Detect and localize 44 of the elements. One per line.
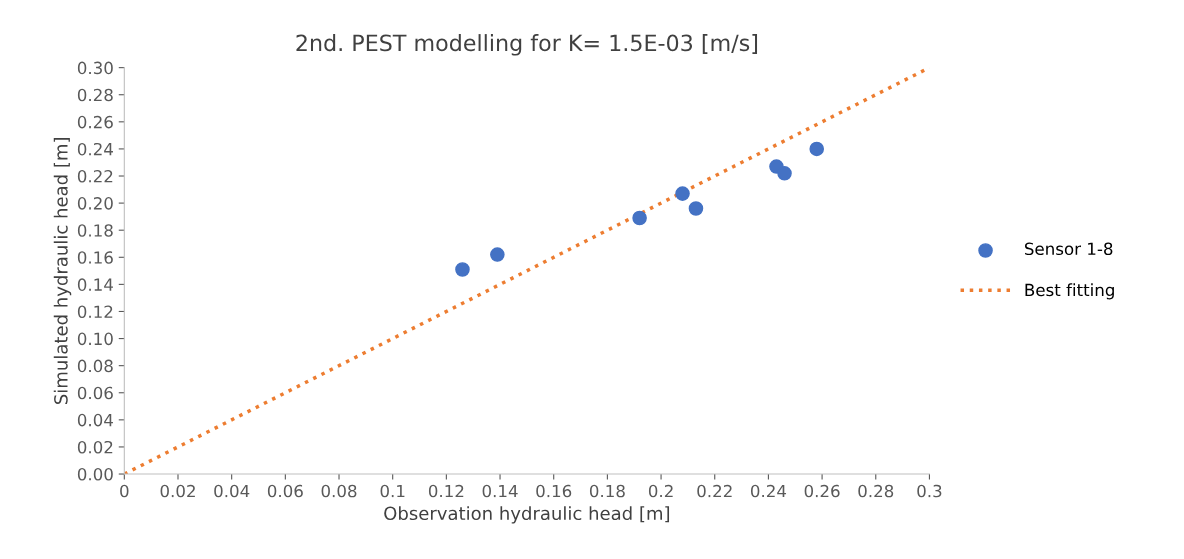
x-tick-label: 0.02 bbox=[160, 484, 195, 498]
y-tick-label: 0.04 bbox=[77, 413, 113, 427]
y-tick-label: 0.16 bbox=[77, 251, 113, 264]
y-tick-label: 0.24 bbox=[77, 142, 113, 156]
x-tick-label: 0.24 bbox=[750, 484, 787, 498]
point bbox=[490, 247, 505, 262]
x-tick-label: 0 bbox=[120, 484, 129, 498]
x-tick-label: 0.18 bbox=[589, 484, 625, 498]
chart-title: 2nd. PEST modelling for K= 1.5E-03 [m/s] bbox=[296, 34, 758, 56]
point bbox=[632, 210, 647, 226]
y-tick-label: 0.28 bbox=[77, 88, 113, 102]
y-tick-label: 0.08 bbox=[77, 359, 113, 373]
point bbox=[455, 262, 470, 277]
x-tick-label: 0.26 bbox=[804, 484, 840, 498]
x-tick-label: 0.06 bbox=[267, 484, 303, 498]
y-tick-label: 0.26 bbox=[77, 115, 113, 129]
y-tick-label: 0.06 bbox=[77, 386, 113, 400]
y-tick-label: 0.30 bbox=[77, 61, 113, 75]
x-tick-label: 0.28 bbox=[858, 484, 894, 498]
legend-label: Best fitting bbox=[1025, 283, 1114, 300]
y-tick-label: 0.14 bbox=[77, 278, 113, 291]
y-tick-label: 0.20 bbox=[77, 197, 113, 210]
y-axis-title: Simulated hydraulic head [m] bbox=[53, 138, 72, 404]
y-tick-label: 0.10 bbox=[77, 332, 113, 346]
x-tick-label: 0.2 bbox=[648, 484, 673, 498]
y-tick-label: 0.02 bbox=[77, 440, 113, 454]
point bbox=[809, 141, 825, 157]
x-tick-label: 0.3 bbox=[917, 484, 942, 498]
y-tick-label: 0.18 bbox=[77, 224, 113, 237]
x-tick-label: 0.22 bbox=[697, 484, 732, 498]
y-tick-label: 0.12 bbox=[77, 305, 113, 319]
x-tick-label: 0.04 bbox=[214, 484, 250, 498]
x-tick-label: 0.08 bbox=[321, 484, 357, 498]
x-tick-label: 0.16 bbox=[536, 484, 572, 498]
point bbox=[777, 166, 792, 181]
x-axis-title: Observation hydraulic head [m] bbox=[384, 506, 670, 524]
point bbox=[675, 186, 690, 201]
legend-label: Sensor 1-8 bbox=[1024, 242, 1113, 256]
x-tick-label: 0.14 bbox=[482, 484, 518, 498]
x-tick-label: 0.12 bbox=[428, 484, 464, 498]
point bbox=[688, 201, 704, 216]
y-tick-label: 0.22 bbox=[77, 169, 113, 183]
x-tick-label: 0.1 bbox=[380, 484, 405, 498]
y-tick-label: 0.00 bbox=[77, 467, 113, 481]
